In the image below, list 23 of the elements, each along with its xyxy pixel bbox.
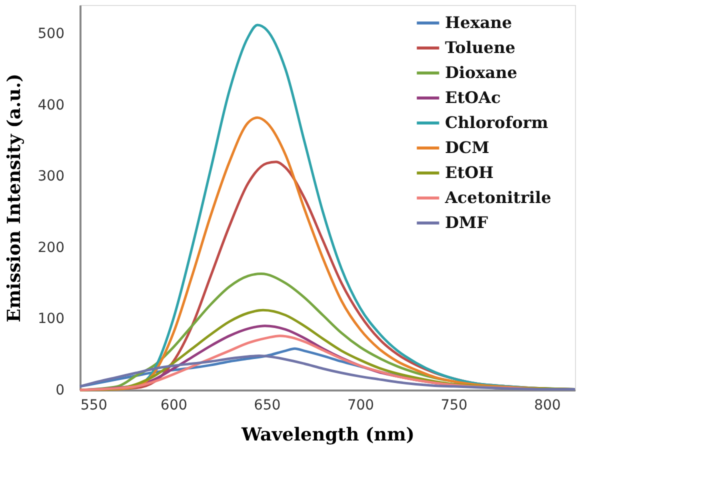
y-tick-label: 300 [38, 168, 64, 185]
y-tick-label: 100 [38, 311, 64, 328]
legend-label: Chloroform [445, 113, 548, 132]
y-axis-title: Emission Intensity (a.u.) [4, 74, 25, 322]
x-tick-label: 550 [80, 398, 108, 414]
y-tick-label: 200 [38, 240, 64, 256]
x-axis-title: Wavelength (nm) [240, 424, 415, 446]
legend-label: Toluene [445, 38, 516, 57]
x-tick-label: 750 [440, 398, 468, 414]
legend-label: DMF [445, 213, 489, 232]
x-tick-label: 800 [534, 398, 561, 414]
legend-label: EtOAc [445, 88, 501, 107]
legend-label: Acetonitrile [444, 188, 552, 207]
x-tick-label: 650 [254, 398, 281, 414]
y-tick-label: 0 [56, 382, 64, 398]
legend-label: EtOH [445, 163, 494, 182]
legend-label: Hexane [445, 13, 512, 32]
legend-label: Dioxane [445, 63, 518, 82]
y-tick-label: 500 [38, 26, 64, 42]
y-tick-label: 400 [38, 97, 64, 114]
legend-label: DCM [445, 138, 490, 157]
x-tick-label: 700 [347, 398, 374, 414]
x-tick-label: 600 [160, 398, 188, 414]
